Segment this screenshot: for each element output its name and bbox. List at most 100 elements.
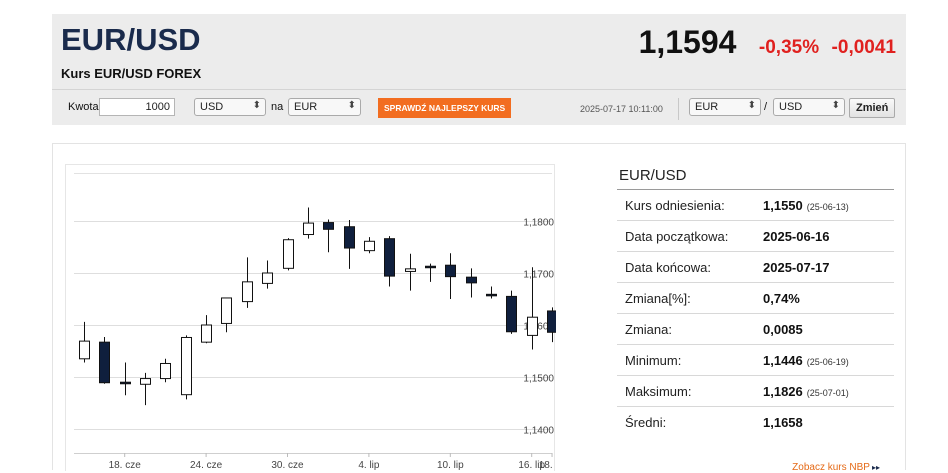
converter-row: Kwota 1000 USD ⬍ na EUR ⬍ SPRAWDŹ NAJLEP… (52, 98, 906, 120)
stat-value-text: 1,1446 (763, 353, 803, 368)
candle-body-up (79, 340, 90, 360)
rate-header: EUR/USD Kurs EUR/USD FOREX 1,1594 -0,35%… (52, 14, 906, 125)
stat-date: (25-07-01) (806, 388, 849, 398)
change-percent: -0,35% (758, 37, 820, 58)
candle-body-up (140, 378, 151, 385)
candle-body-down (425, 265, 436, 269)
candle-body-up (221, 297, 232, 324)
quote-currency-value: USD (779, 101, 803, 113)
candle-body-down (466, 276, 477, 284)
candle-body-up (303, 222, 314, 236)
candle-body-down (547, 310, 556, 333)
quote-currency-select[interactable]: USD ⬍ (773, 98, 845, 116)
candle-body-down (344, 226, 355, 249)
stat-value: 0,0085 (763, 322, 803, 337)
stat-value: 0,74% (763, 291, 800, 306)
stat-date: (25-06-19) (806, 357, 849, 367)
updown-arrow-icon: ⬍ (747, 100, 756, 111)
y-tick-label: 1,1400 (523, 426, 554, 437)
y-tick-label: 1,1500 (523, 374, 554, 385)
candle-body-down (120, 381, 131, 385)
candlestick-chart: 1,1800 1,1700 1,1600 1,1500 1,1400 18. cze 24.… (65, 164, 556, 471)
current-price: 1,1594 (638, 24, 737, 60)
x-tick-label: 18. cze (109, 460, 142, 471)
chart-canvas: 1,1800 1,1700 1,1600 1,1500 1,1400 18. cze 24.… (74, 173, 556, 471)
candle-body-up (242, 281, 253, 303)
header-divider (52, 89, 906, 90)
statistics-title: EUR/USD (617, 160, 894, 190)
stat-value-text: 1,1826 (763, 384, 803, 399)
stat-label: Średni: (625, 415, 667, 430)
quote-timestamp: 2025-07-17 10:11:00 (580, 104, 663, 114)
x-tick-label: 10. lip (437, 460, 464, 471)
chart-panel: 1,1800 1,1700 1,1600 1,1500 1,1400 18. cze 24.… (52, 143, 906, 473)
updown-arrow-icon: ⬍ (252, 100, 261, 111)
candle-body-down (506, 295, 517, 333)
stat-row-maximum: Maksimum: 1,1826 (25-07-01) (617, 376, 894, 407)
x-tick-label: 16. lip (518, 460, 545, 471)
double-arrow-icon: ▸▸ (871, 463, 880, 472)
nbp-rate-link[interactable]: Zobacz kurs NBP ▸▸ (792, 462, 880, 473)
x-tick-label: 30. cze (271, 460, 304, 471)
stat-value: 2025-06-16 (763, 229, 830, 244)
stat-label: Kurs odniesienia: (625, 198, 725, 213)
candle-body-up (364, 240, 375, 252)
pair-slash: / (764, 101, 768, 113)
stat-value: 1,1550 (25-06-13) (763, 198, 849, 213)
amount-input[interactable]: 1000 (99, 98, 175, 116)
to-currency-value: EUR (294, 101, 318, 113)
stat-row-reference-rate: Kurs odniesienia: 1,1550 (25-06-13) (617, 190, 894, 221)
stat-label: Minimum: (625, 353, 682, 368)
stat-row-start-date: Data początkowa: 2025-06-16 (617, 221, 894, 252)
to-currency-select[interactable]: EUR ⬍ (288, 98, 361, 116)
candle-body-down (323, 222, 334, 230)
x-tick-label: 4. lip (358, 460, 380, 471)
x-tick-label: 18. lip (539, 460, 556, 471)
stat-label: Zmiana: (625, 322, 672, 337)
price-block: 1,1594 -0,35% -0,0041 (639, 24, 896, 61)
best-rate-button[interactable]: SPRAWDŹ NAJLEPSZY KURS (378, 98, 512, 118)
candle-body-down (445, 264, 456, 278)
candle-body-up (160, 362, 171, 380)
stat-label: Zmiana[%]: (625, 291, 691, 306)
stat-value: 2025-07-17 (763, 260, 830, 275)
candle-body-down (384, 238, 395, 277)
y-tick-label: 1,1800 (523, 218, 554, 229)
y-tick-label: 1,1600 (523, 322, 554, 333)
candle-body-up (201, 324, 212, 343)
change-pair-button[interactable]: Zmień (849, 98, 896, 118)
candle-body-down (99, 341, 110, 384)
stat-value: 1,1446 (25-06-19) (763, 353, 849, 368)
base-currency-select[interactable]: EUR ⬍ (689, 98, 761, 116)
pair-title: EUR/USD (61, 22, 201, 57)
stat-row-end-date: Data końcowa: 2025-07-17 (617, 252, 894, 283)
stat-row-average: Średni: 1,1658 (617, 407, 894, 438)
x-tick-label: 24. cze (190, 460, 223, 471)
candle-body-up (283, 239, 294, 269)
stat-value-text: 1,1550 (763, 198, 803, 213)
y-tick-label: 1,1700 (523, 270, 554, 281)
stat-row-minimum: Minimum: 1,1446 (25-06-19) (617, 345, 894, 376)
stat-label: Data końcowa: (625, 260, 711, 275)
stat-label: Data początkowa: (625, 229, 729, 244)
base-currency-value: EUR (695, 101, 719, 113)
stat-value: 1,1826 (25-07-01) (763, 384, 849, 399)
from-currency-value: USD (200, 101, 224, 113)
nbp-link-text: Zobacz kurs NBP (792, 462, 870, 473)
amount-label: Kwota (68, 101, 99, 113)
candle-body-up (405, 268, 416, 272)
stat-row-change: Zmiana: 0,0085 (617, 314, 894, 345)
statistics-rows: Kurs odniesienia: 1,1550 (25-06-13) Data … (617, 190, 894, 438)
change-absolute: -0,0041 (831, 37, 896, 58)
stat-row-change-percent: Zmiana[%]: 0,74% (617, 283, 894, 314)
pair-subtitle: Kurs EUR/USD FOREX (61, 66, 202, 81)
stat-value: 1,1658 (763, 415, 803, 430)
candle-body-up (527, 316, 538, 336)
divider (678, 98, 679, 120)
updown-arrow-icon: ⬍ (347, 100, 356, 111)
updown-arrow-icon: ⬍ (831, 100, 840, 111)
from-currency-select[interactable]: USD ⬍ (194, 98, 266, 116)
to-label: na (271, 101, 284, 113)
stat-label: Maksimum: (625, 384, 692, 399)
candle-body-up (262, 272, 273, 284)
